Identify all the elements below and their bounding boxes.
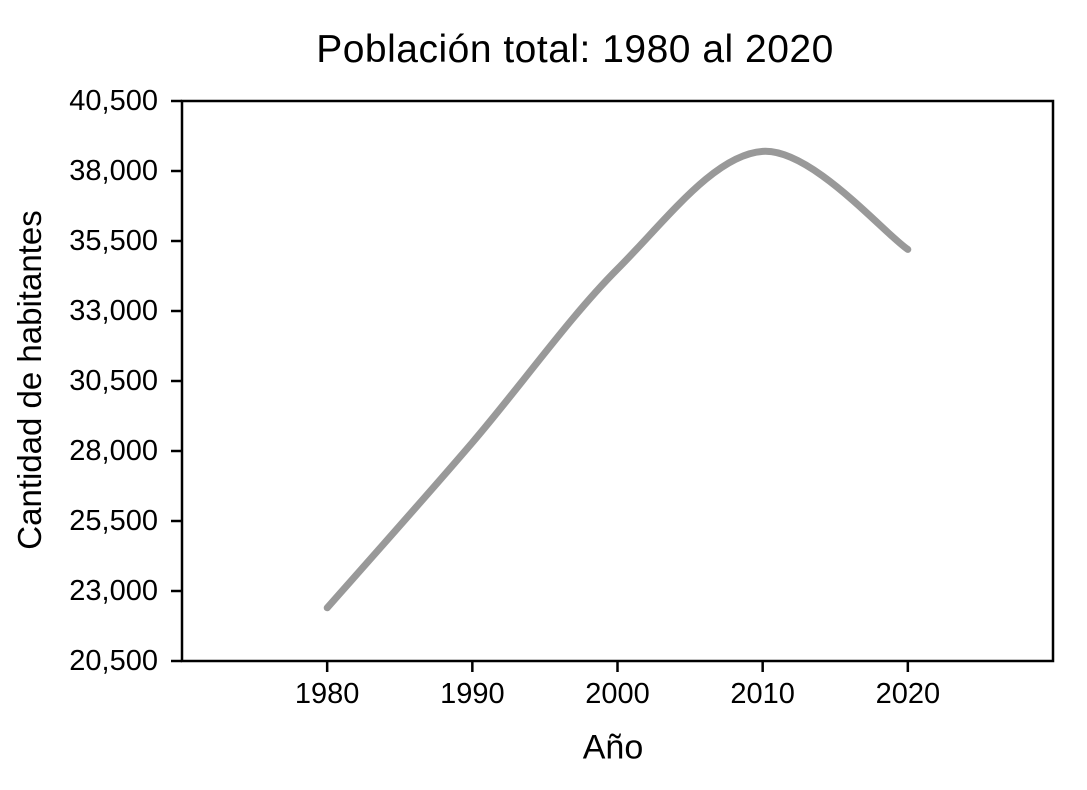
y-tick-label: 38,000 bbox=[69, 155, 158, 187]
chart-title: Población total: 1980 al 2020 bbox=[316, 28, 834, 71]
x-tick-label: 1980 bbox=[294, 678, 360, 710]
x-tick-label: 1990 bbox=[440, 678, 505, 710]
y-tick-label: 25,500 bbox=[69, 505, 158, 537]
y-tick-label: 28,000 bbox=[69, 435, 158, 467]
y-tick-label: 23,000 bbox=[69, 575, 158, 607]
plot-border bbox=[180, 99, 1055, 663]
x-tick-label: 2000 bbox=[585, 678, 650, 710]
y-tick-label: 33,000 bbox=[69, 295, 158, 327]
y-tick-label: 40,500 bbox=[69, 85, 158, 117]
y-tick-label: 20,500 bbox=[69, 645, 158, 677]
population-curve bbox=[323, 147, 912, 612]
y-tick-label: 35,500 bbox=[69, 225, 158, 257]
x-tick-label: 2020 bbox=[875, 678, 941, 710]
x-axis-label: Año bbox=[582, 728, 644, 767]
y-tick-label: 30,500 bbox=[69, 365, 158, 397]
x-tick-label: 2010 bbox=[730, 678, 795, 710]
